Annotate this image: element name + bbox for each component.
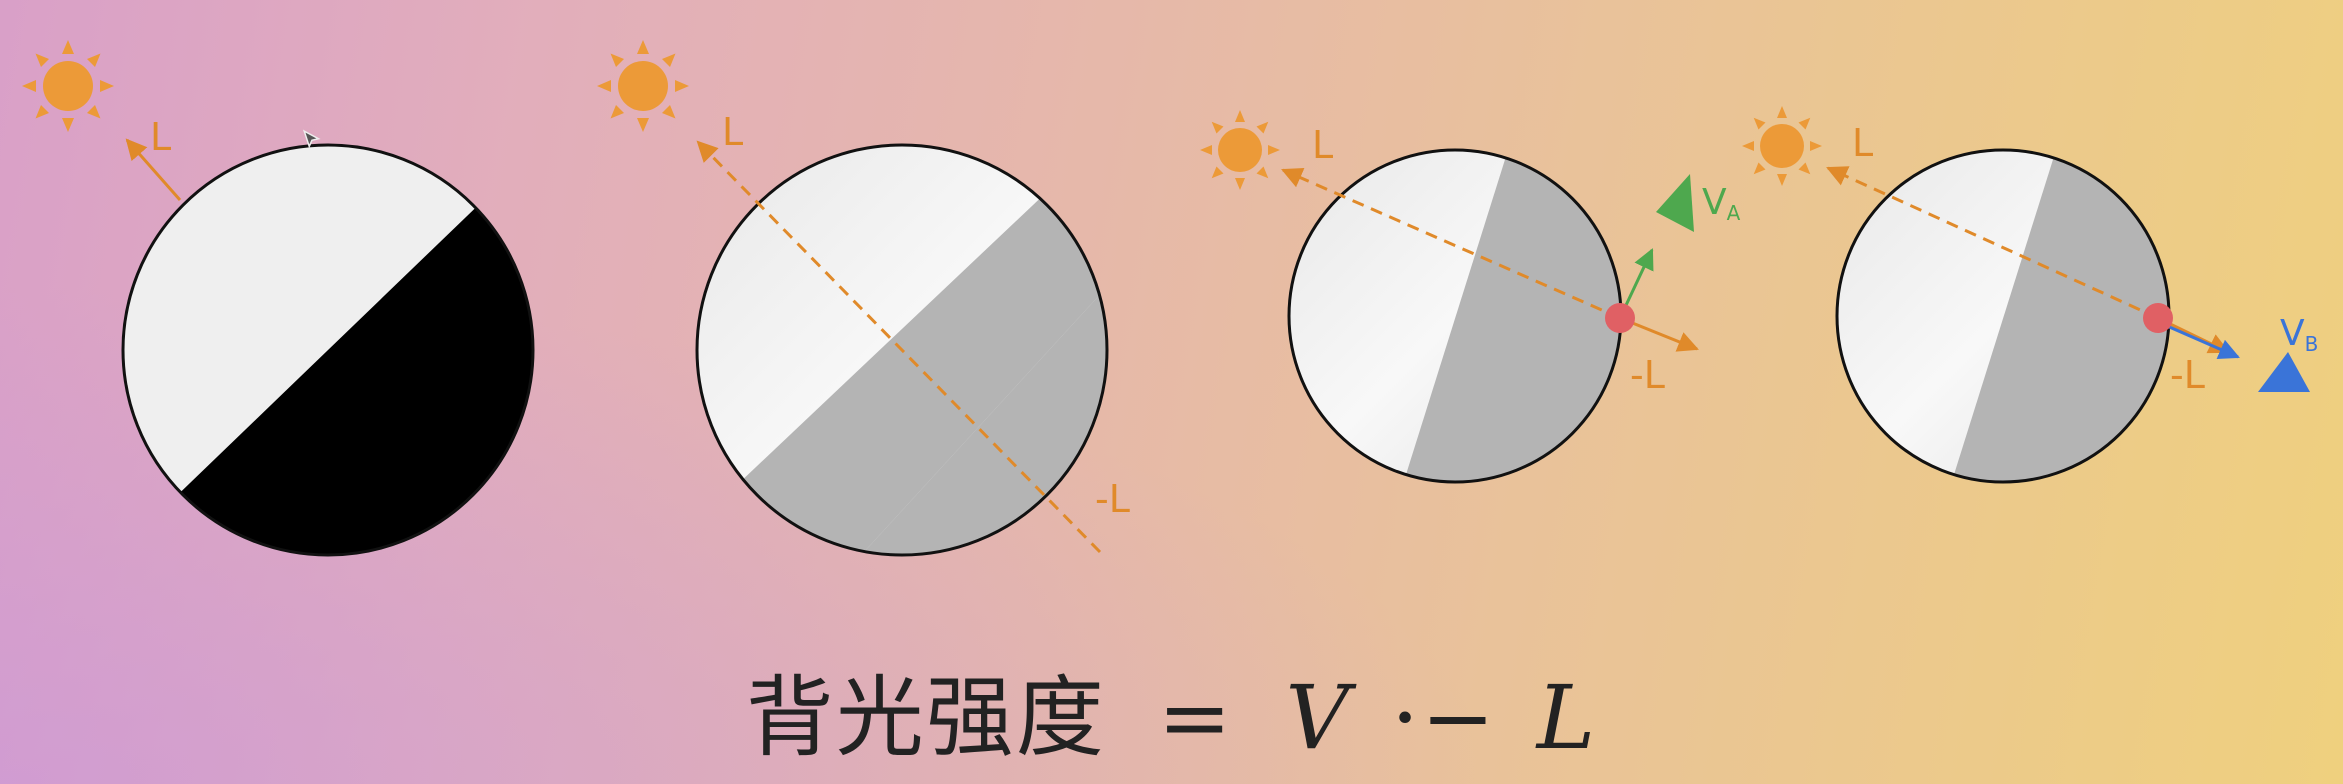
panel-2: L -L [597, 40, 1130, 557]
neg-light-label: -L [2170, 353, 2205, 397]
light-label-L: L [150, 115, 171, 159]
sphere-back-lit [1287, 148, 1623, 484]
panel-3: L -L VA [1200, 110, 1741, 484]
view-label-a: VA [1702, 182, 1741, 225]
view-cone-b-icon [2258, 352, 2310, 392]
formula-V: V [1285, 666, 1352, 769]
sphere-back-lit [1835, 148, 2171, 484]
neg-light-label: -L [1630, 353, 1665, 397]
light-label-L: L [722, 110, 743, 154]
light-direction-dashed-arrow [1826, 166, 2159, 320]
light-direction-arrow [125, 138, 182, 201]
light-label-L: L [1312, 123, 1333, 167]
neg-light-label: -L [1095, 477, 1130, 521]
sample-point [1605, 303, 1635, 333]
light-direction-dashed-arrow [696, 140, 1102, 554]
view-label-b: VB [2280, 313, 2318, 356]
sun-icon [1742, 106, 1822, 186]
panel-1: L [22, 40, 535, 557]
light-label-L: L [1852, 121, 1873, 165]
formula-text: 背光强度 [745, 666, 1106, 769]
cursor-icon [302, 129, 321, 149]
formula-equals: = [1157, 666, 1234, 769]
sphere-hard-terminator [121, 143, 535, 557]
sun-icon [597, 40, 689, 132]
sphere-soft-terminator [695, 143, 1109, 557]
sample-point [2143, 303, 2173, 333]
view-cone-a-icon [1656, 174, 1694, 232]
formula-L: L [1536, 666, 1598, 769]
sun-icon [22, 40, 114, 132]
view-vector-b-arrow [2157, 320, 2240, 360]
panel-4: L -L VB [1742, 106, 2318, 484]
backlight-intensity-formula: 背光强度 = V ·− L [0, 668, 2343, 768]
light-direction-dashed-arrow [1281, 167, 1621, 320]
sun-icon [1200, 110, 1280, 190]
formula-dot-negate: ·− [1391, 666, 1497, 769]
